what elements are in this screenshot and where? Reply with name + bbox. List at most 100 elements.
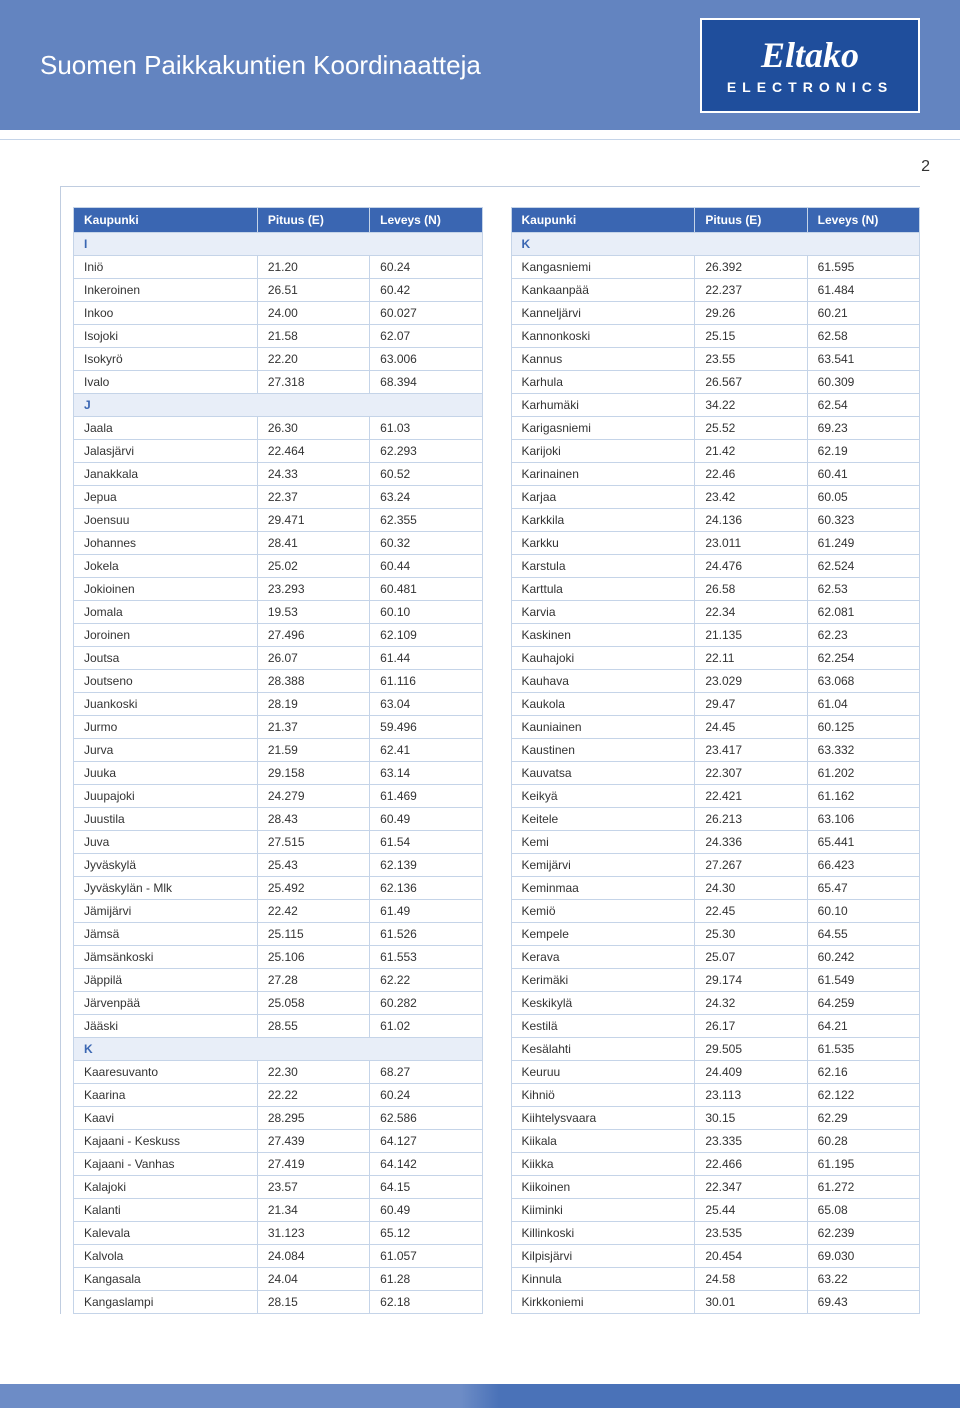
latitude-cell: 65.47 <box>807 877 919 900</box>
latitude-cell: 64.21 <box>807 1015 919 1038</box>
city-cell: Kilpisjärvi <box>511 1245 695 1268</box>
table-row: Ivalo27.31868.394 <box>74 371 483 394</box>
table-row: Kajaani - Keskuss27.43964.127 <box>74 1130 483 1153</box>
latitude-cell: 60.24 <box>370 256 482 279</box>
longitude-cell: 21.34 <box>257 1199 369 1222</box>
latitude-cell: 64.15 <box>370 1176 482 1199</box>
table-row: Janakkala24.3360.52 <box>74 463 483 486</box>
latitude-cell: 64.127 <box>370 1130 482 1153</box>
latitude-cell: 61.526 <box>370 923 482 946</box>
city-cell: Killinkoski <box>511 1222 695 1245</box>
table-row: Jepua22.3763.24 <box>74 486 483 509</box>
longitude-cell: 25.115 <box>257 923 369 946</box>
city-cell: Kaavi <box>74 1107 258 1130</box>
latitude-cell: 61.03 <box>370 417 482 440</box>
header-underline <box>0 130 960 140</box>
table-row: Kaustinen23.41763.332 <box>511 739 920 762</box>
table-row: Jämsänkoski25.10661.553 <box>74 946 483 969</box>
city-cell: Jurva <box>74 739 258 762</box>
section-cell: I <box>74 233 483 256</box>
latitude-cell: 62.239 <box>807 1222 919 1245</box>
latitude-cell: 61.469 <box>370 785 482 808</box>
longitude-cell: 27.267 <box>695 854 807 877</box>
longitude-cell: 25.492 <box>257 877 369 900</box>
table-row: Kangasala24.0461.28 <box>74 1268 483 1291</box>
city-cell: Karkkila <box>511 509 695 532</box>
city-cell: Kemi <box>511 831 695 854</box>
latitude-cell: 65.08 <box>807 1199 919 1222</box>
latitude-cell: 68.27 <box>370 1061 482 1084</box>
table-row: Jalasjärvi22.46462.293 <box>74 440 483 463</box>
table-row: Kilpisjärvi20.45469.030 <box>511 1245 920 1268</box>
latitude-cell: 60.027 <box>370 302 482 325</box>
longitude-cell: 27.318 <box>257 371 369 394</box>
longitude-cell: 23.011 <box>695 532 807 555</box>
latitude-cell: 61.162 <box>807 785 919 808</box>
longitude-cell: 25.02 <box>257 555 369 578</box>
latitude-cell: 61.195 <box>807 1153 919 1176</box>
city-cell: Kangasniemi <box>511 256 695 279</box>
city-cell: Kaaresuvanto <box>74 1061 258 1084</box>
table-row: Jyväskylän - Mlk25.49262.136 <box>74 877 483 900</box>
latitude-cell: 61.54 <box>370 831 482 854</box>
city-cell: Karigasniemi <box>511 417 695 440</box>
longitude-cell: 29.174 <box>695 969 807 992</box>
table-row: Jämsä25.11561.526 <box>74 923 483 946</box>
table-row: Kangasniemi26.39261.595 <box>511 256 920 279</box>
table-row: Inkoo24.0060.027 <box>74 302 483 325</box>
latitude-cell: 62.16 <box>807 1061 919 1084</box>
longitude-cell: 23.535 <box>695 1222 807 1245</box>
table-row: Keskikylä24.3264.259 <box>511 992 920 1015</box>
latitude-cell: 62.136 <box>370 877 482 900</box>
table-row: Kangaslampi28.1562.18 <box>74 1291 483 1314</box>
longitude-cell: 22.11 <box>695 647 807 670</box>
table-row: Kaaresuvanto22.3068.27 <box>74 1061 483 1084</box>
longitude-cell: 22.307 <box>695 762 807 785</box>
latitude-cell: 60.309 <box>807 371 919 394</box>
latitude-cell: 63.332 <box>807 739 919 762</box>
longitude-cell: 27.515 <box>257 831 369 854</box>
latitude-cell: 62.53 <box>807 578 919 601</box>
city-cell: Jalasjärvi <box>74 440 258 463</box>
city-cell: Kiihtelysvaara <box>511 1107 695 1130</box>
latitude-cell: 62.254 <box>807 647 919 670</box>
city-cell: Joutsa <box>74 647 258 670</box>
longitude-cell: 19.53 <box>257 601 369 624</box>
table-row: Juustila28.4360.49 <box>74 808 483 831</box>
table-row: Kankaanpää22.23761.484 <box>511 279 920 302</box>
latitude-cell: 60.05 <box>807 486 919 509</box>
col-n: Leveys (N) <box>370 208 482 233</box>
longitude-cell: 26.30 <box>257 417 369 440</box>
city-cell: Kauvatsa <box>511 762 695 785</box>
latitude-cell: 61.535 <box>807 1038 919 1061</box>
table-row: Kirkkoniemi30.0169.43 <box>511 1291 920 1314</box>
latitude-cell: 60.21 <box>807 302 919 325</box>
latitude-cell: 60.24 <box>370 1084 482 1107</box>
city-cell: Keminmaa <box>511 877 695 900</box>
table-row: Kiikka22.46661.195 <box>511 1153 920 1176</box>
table-row: Kerimäki29.17461.549 <box>511 969 920 992</box>
table-row: Inkeroinen26.5160.42 <box>74 279 483 302</box>
latitude-cell: 62.586 <box>370 1107 482 1130</box>
longitude-cell: 26.58 <box>695 578 807 601</box>
col-e: Pituus (E) <box>257 208 369 233</box>
longitude-cell: 24.32 <box>695 992 807 1015</box>
latitude-cell: 64.142 <box>370 1153 482 1176</box>
table-row: Karttula26.5862.53 <box>511 578 920 601</box>
content: 2 Kaupunki Pituus (E) Leveys (N) IIniö21… <box>0 140 960 1354</box>
longitude-cell: 25.15 <box>695 325 807 348</box>
longitude-cell: 23.57 <box>257 1176 369 1199</box>
city-cell: Kiikka <box>511 1153 695 1176</box>
table-row: Johannes28.4160.32 <box>74 532 483 555</box>
latitude-cell: 62.58 <box>807 325 919 348</box>
table-row: Karhumäki34.2262.54 <box>511 394 920 417</box>
city-cell: Jämijärvi <box>74 900 258 923</box>
city-cell: Jepua <box>74 486 258 509</box>
longitude-cell: 25.058 <box>257 992 369 1015</box>
city-cell: Kemiö <box>511 900 695 923</box>
city-cell: Jokela <box>74 555 258 578</box>
table-row: Kerava25.0760.242 <box>511 946 920 969</box>
table-row: Karinainen22.4660.41 <box>511 463 920 486</box>
latitude-cell: 69.43 <box>807 1291 919 1314</box>
longitude-cell: 25.30 <box>695 923 807 946</box>
